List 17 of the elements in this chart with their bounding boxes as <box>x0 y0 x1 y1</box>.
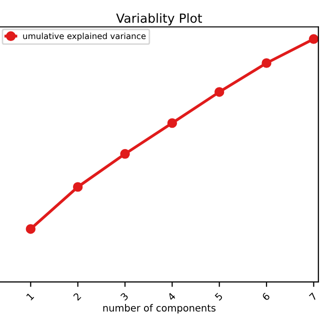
x-tick-label: 4 <box>167 292 176 301</box>
point <box>26 224 36 234</box>
point <box>72 182 83 192</box>
x-axis-title: number of components <box>103 304 216 314</box>
point <box>262 58 272 68</box>
x-tick-label: 5 <box>214 292 223 301</box>
point <box>167 118 178 128</box>
x-tick-label: 7 <box>308 292 318 301</box>
x-tick-label: 2 <box>72 292 82 301</box>
x-tick-label: 3 <box>120 292 129 301</box>
point <box>308 34 318 44</box>
legend-label: umulative explained variance <box>23 32 146 41</box>
chart-title: Variablity Plot <box>116 13 202 26</box>
x-tick-label: 6 <box>262 292 270 301</box>
point <box>214 87 224 97</box>
x-tick-label: 1 <box>26 292 34 300</box>
point <box>120 149 130 159</box>
